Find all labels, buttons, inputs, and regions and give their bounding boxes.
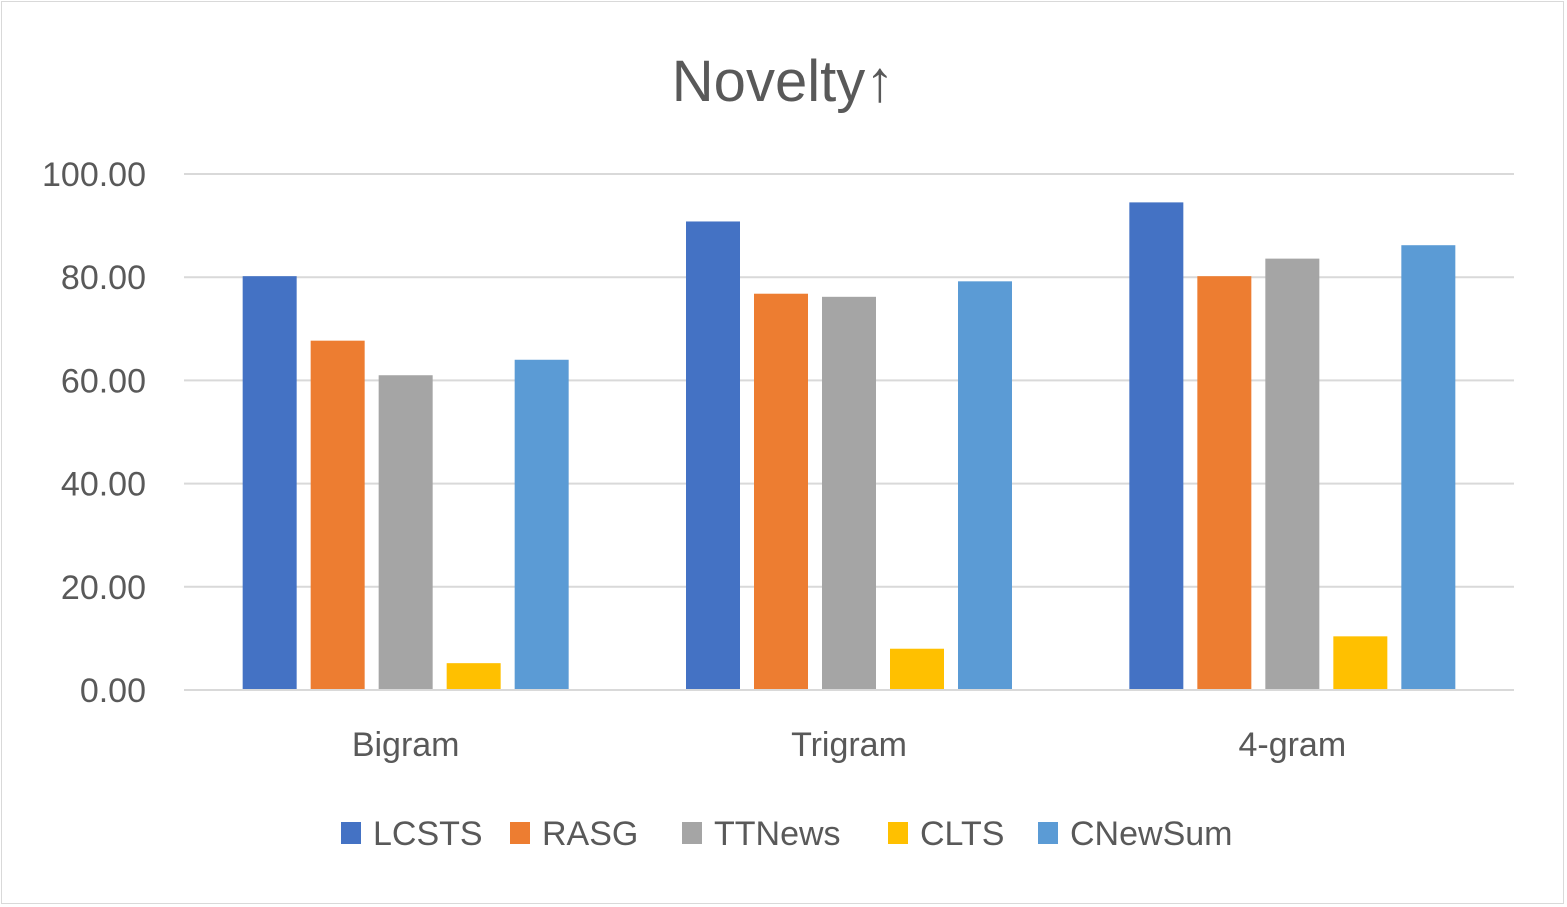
legend-label: LCSTS: [373, 815, 483, 853]
legend-swatch: [682, 822, 702, 844]
legend-item-cnewsum[interactable]: CNewSum: [1038, 815, 1232, 853]
legend-item-clts[interactable]: CLTS: [888, 815, 1004, 853]
bar-cnewsum-trigram: [958, 281, 1012, 690]
bar-ttnews-4-gram: [1265, 258, 1320, 690]
bar-ttnews-bigram: [378, 375, 433, 690]
y-tick-label: 40.00: [61, 466, 146, 504]
y-tick-label: 100.00: [42, 156, 146, 194]
legend-item-rasg[interactable]: RASG: [510, 815, 638, 853]
x-category-label: Bigram: [352, 726, 460, 764]
bar-lcsts-4-gram: [1129, 202, 1184, 690]
bar-ttnews-trigram: [822, 296, 876, 690]
y-tick-label: 80.00: [61, 259, 146, 297]
legend-label: CNewSum: [1070, 815, 1232, 853]
legend-swatch: [888, 822, 908, 844]
bar-rasg-4-gram: [1197, 276, 1252, 690]
legend-swatch: [341, 822, 361, 844]
x-category-label: Trigram: [791, 726, 907, 764]
bar-lcsts-bigram: [242, 276, 297, 690]
bar-clts-bigram: [446, 663, 501, 690]
bar-lcsts-trigram: [686, 221, 740, 691]
bars: [242, 202, 1456, 691]
x-axis-categories: Bigram Trigram 4-gram: [352, 726, 1346, 764]
y-tick-label: 20.00: [61, 569, 146, 607]
legend-label: RASG: [542, 815, 638, 853]
legend[interactable]: LCSTS RASG TTNews CLTS CNewSum: [341, 815, 1232, 853]
bar-rasg-trigram: [754, 293, 808, 690]
bar-rasg-bigram: [310, 340, 365, 690]
bar-clts-trigram: [890, 648, 944, 690]
legend-swatch: [1038, 822, 1058, 844]
chart-title: Novelty↑: [672, 49, 894, 114]
y-axis-ticks: 0.00 20.00 40.00 60.00 80.00 100.00: [42, 156, 146, 710]
bar-cnewsum-bigram: [514, 359, 569, 690]
y-tick-label: 0.00: [80, 672, 146, 710]
legend-item-ttnews[interactable]: TTNews: [682, 815, 841, 853]
legend-item-lcsts[interactable]: LCSTS: [341, 815, 483, 853]
y-tick-label: 60.00: [61, 362, 146, 400]
legend-label: CLTS: [920, 815, 1004, 853]
bar-clts-4-gram: [1333, 636, 1388, 690]
x-category-label: 4-gram: [1238, 726, 1346, 764]
legend-swatch: [510, 822, 530, 844]
legend-label: TTNews: [714, 815, 841, 853]
bar-cnewsum-4-gram: [1401, 245, 1456, 690]
